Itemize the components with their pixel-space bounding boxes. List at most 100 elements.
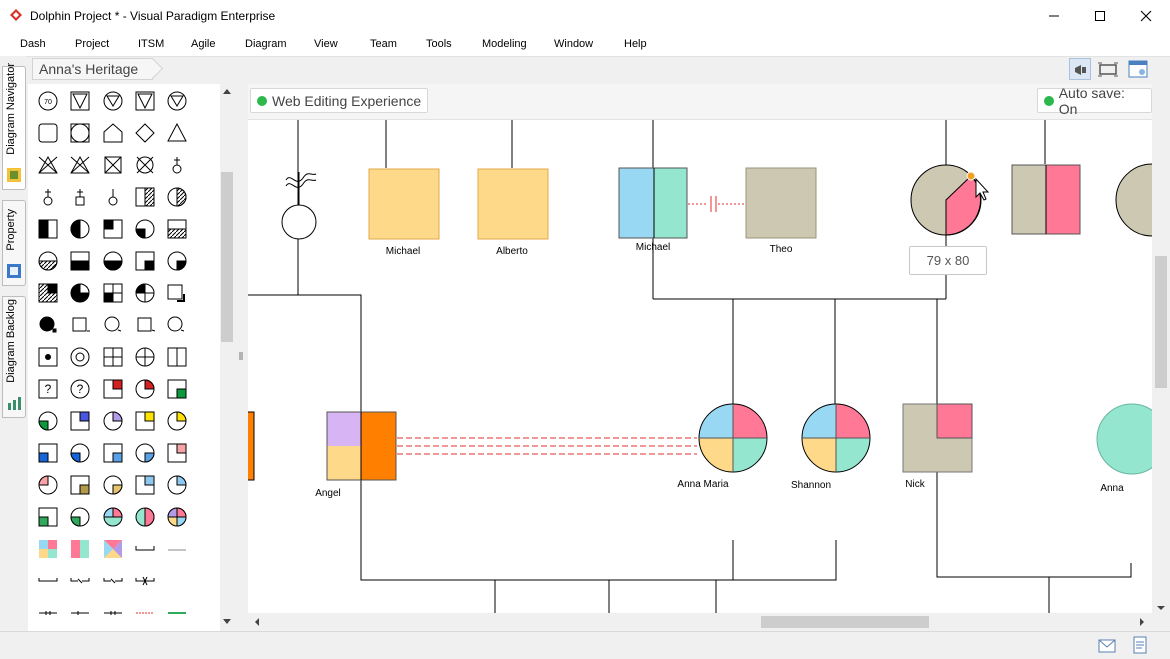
palette-dot-circle[interactable]: [70, 347, 90, 367]
resize-handle[interactable]: [966, 171, 976, 181]
palette-sym-4-3[interactable]: [108, 189, 118, 206]
palette-pinwheel-square[interactable]: [104, 540, 122, 558]
person-angel[interactable]: Angel: [315, 411, 397, 499]
menu-agile[interactable]: Agile: [191, 38, 216, 50]
minimize-button[interactable]: [1031, 0, 1077, 32]
relationship-hostile[interactable]: [397, 437, 697, 455]
diagram-overview-button[interactable]: [1127, 58, 1149, 80]
palette-blue-bottom-circle[interactable]: [70, 443, 90, 463]
palette-deceased-triangle-2[interactable]: [70, 155, 90, 174]
palette-half-color-circle[interactable]: [135, 507, 155, 527]
palette-pink-quarter-square[interactable]: [167, 443, 187, 463]
menu-modeling[interactable]: Modeling: [482, 38, 527, 50]
palette-olive-quarter-square[interactable]: [70, 475, 90, 495]
tab-diagram-navigator[interactable]: Diagram Navigator: [2, 63, 26, 190]
palette-question-square[interactable]: ?: [38, 379, 58, 399]
tab-diagram-backlog[interactable]: Diagram Backlog: [2, 296, 26, 418]
relationship-separated[interactable]: [688, 196, 745, 212]
palette-purple-quarter-circle[interactable]: [103, 411, 123, 431]
palette-relation-line[interactable]: [135, 546, 155, 551]
palette-half-square-left[interactable]: [38, 219, 58, 239]
palette-pink-teal-square[interactable]: [71, 540, 89, 558]
palette-hatched-full-square[interactable]: [38, 283, 58, 303]
palette-pregnancy[interactable]: [172, 157, 182, 174]
palette-grid-square[interactable]: [103, 347, 123, 367]
palette-bottom-half-circle[interactable]: [103, 251, 123, 271]
palette-cross-square[interactable]: [103, 283, 123, 303]
person-anna-maria[interactable]: Anna Maria: [677, 403, 768, 490]
fit-diagram-button[interactable]: [1097, 58, 1119, 80]
palette-split-square[interactable]: [167, 347, 187, 367]
menu-diagram[interactable]: Diagram: [245, 38, 287, 50]
palette-blue-quarter-square[interactable]: [70, 411, 90, 431]
diagram-canvas[interactable]: Web Editing Experience Auto save: On Mic…: [248, 84, 1152, 613]
palette-question-circle[interactable]: ?: [70, 379, 90, 399]
palette-triangle-down-circle-2[interactable]: [167, 91, 187, 111]
menu-team[interactable]: Team: [370, 38, 397, 50]
canvas-horizontal-scrollbar[interactable]: [248, 613, 1152, 631]
palette-deceased-triangle[interactable]: [38, 155, 58, 174]
person-anna[interactable]: Anna: [1096, 403, 1152, 494]
web-editing-indicator[interactable]: Web Editing Experience: [250, 88, 429, 113]
palette-blue-bottom-square[interactable]: [38, 443, 58, 463]
panel-splitter[interactable]: [236, 84, 246, 631]
palette-red-quarter-circle[interactable]: [135, 379, 155, 399]
palette-lightblue-bottom-circle[interactable]: [135, 443, 155, 463]
palette-relation-8[interactable]: [71, 611, 89, 615]
palette-yellow-quarter-square[interactable]: [135, 411, 155, 431]
person-theo[interactable]: Theo: [745, 167, 817, 255]
hscroll-left-arrow-icon[interactable]: [255, 618, 259, 626]
menu-window[interactable]: Window: [554, 38, 594, 50]
palette-color-grid-square[interactable]: [39, 540, 57, 558]
palette-square-small[interactable]: [72, 317, 90, 332]
breadcrumb[interactable]: Anna's Heritage: [32, 58, 154, 80]
palette-scroll-thumb[interactable]: [221, 172, 233, 342]
hscroll-right-arrow-icon[interactable]: [1140, 618, 1144, 626]
palette-age-symbol[interactable]: 70: [38, 91, 58, 111]
menu-project[interactable]: Project: [75, 38, 110, 50]
person-alberto[interactable]: Alberto: [477, 168, 549, 257]
palette-grid-circle[interactable]: [135, 347, 155, 367]
notes-icon[interactable]: [1132, 636, 1148, 654]
palette-deceased-square[interactable]: [104, 156, 122, 174]
close-button[interactable]: [1123, 0, 1169, 32]
palette-shadow-square[interactable]: [167, 284, 185, 302]
palette-triangle[interactable]: [167, 122, 187, 142]
auto-save-indicator[interactable]: Auto save: On: [1037, 85, 1152, 117]
tab-property[interactable]: Property: [2, 200, 26, 286]
maximize-button[interactable]: [1077, 0, 1123, 32]
canvas-vscroll-thumb[interactable]: [1155, 256, 1167, 388]
palette-rounded-square[interactable]: [38, 123, 58, 143]
palette-green-corner-circle[interactable]: [70, 507, 90, 527]
palette-relation-5[interactable]: [103, 578, 123, 584]
person-partial-orange[interactable]: [248, 411, 255, 481]
palette-relation-3[interactable]: [38, 578, 58, 582]
person-shannon[interactable]: Shannon: [791, 403, 871, 491]
palette-hatched-square[interactable]: [135, 187, 155, 207]
palette-square-small-2[interactable]: [137, 317, 156, 332]
palette-sym-4-2[interactable]: [75, 189, 85, 206]
palette-triangle-down-square[interactable]: [70, 91, 90, 111]
palette-relation-6[interactable]: [135, 576, 155, 586]
palette-hatched-circle[interactable]: [167, 187, 187, 207]
announcement-button[interactable]: [1069, 58, 1091, 80]
canvas-vertical-scrollbar[interactable]: [1152, 84, 1170, 613]
palette-relation-7[interactable]: [39, 611, 57, 615]
palette-red-quarter-square[interactable]: [103, 379, 123, 399]
palette-hatched-half-square[interactable]: [167, 219, 187, 239]
palette-lightblue-bottom-square[interactable]: [103, 443, 123, 463]
palette-sym-4-1[interactable]: [43, 189, 53, 206]
scroll-up-arrow-icon[interactable]: [223, 89, 231, 94]
mail-icon[interactable]: [1098, 639, 1116, 653]
palette-diamond[interactable]: [135, 123, 155, 143]
menu-help[interactable]: Help: [624, 38, 647, 50]
palette-scrollbar[interactable]: [220, 84, 234, 631]
palette-filled-circle[interactable]: [39, 316, 57, 333]
palette-bottom-right-circle[interactable]: [167, 251, 187, 271]
palette-sky-quarter-square[interactable]: [135, 475, 155, 495]
palette-hatched-half-circle[interactable]: [38, 251, 58, 271]
palette-yellow-quarter-circle[interactable]: [167, 411, 187, 431]
palette-relation-4[interactable]: [70, 578, 90, 584]
person-symbol-lifeline[interactable]: [281, 172, 317, 240]
palette-sky-quarter-circle[interactable]: [167, 475, 187, 495]
